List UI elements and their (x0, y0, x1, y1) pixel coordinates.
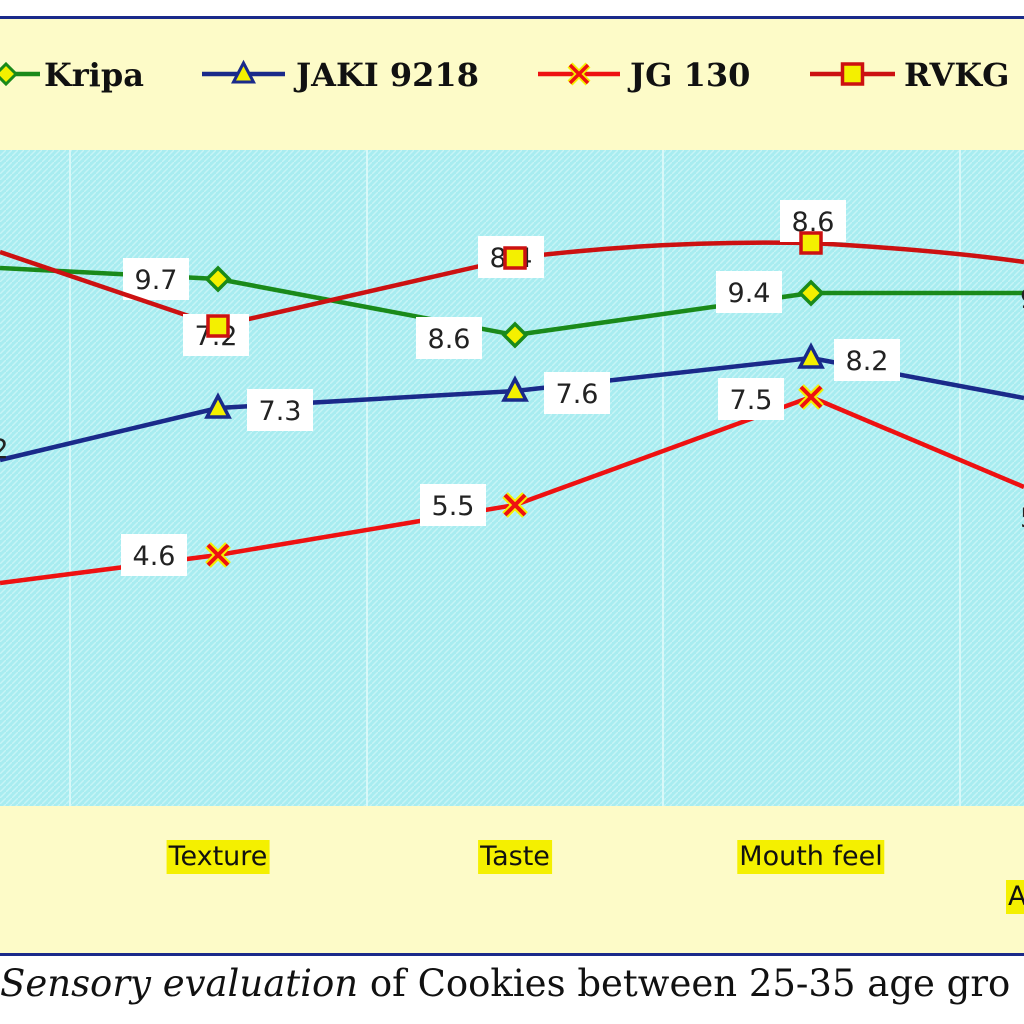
legend-marker (231, 59, 256, 84)
data-label-bg (123, 258, 189, 300)
point-marker (799, 231, 823, 255)
data-label: 8.2 (846, 346, 889, 377)
x-tick-label: Texture (166, 840, 270, 874)
point-marker (204, 392, 232, 419)
legend-item-kripa: Kripa (0, 56, 144, 94)
data-label-cut: 5 (1020, 503, 1024, 534)
series-jg-130: 4.6 5.5 7.5 (0, 378, 1024, 586)
x-tick-label: Mouth feel (737, 840, 885, 874)
point-marker (501, 321, 529, 349)
data-label-bg (718, 378, 784, 420)
point-marker (206, 543, 230, 567)
caption-rest: of Cookies between 25-35 age gro (358, 962, 1011, 1005)
legend-item-jaki-9218: JAKI 9218 (202, 56, 479, 94)
series-kripa: 9.7 8.6 9.4 (0, 258, 1024, 359)
caption-italic: Sensory evaluation (0, 962, 359, 1005)
legend-item-rvkg: RVKG (810, 56, 1009, 94)
legend-label: Kripa (44, 56, 144, 94)
point-marker (799, 385, 823, 409)
point-marker (204, 265, 232, 293)
data-label-bg (247, 389, 313, 431)
data-label-bg (121, 534, 187, 576)
data-label-cut: 2 (0, 434, 9, 465)
data-label: 4.6 (133, 541, 176, 572)
legend-label: RVKG (904, 56, 1009, 94)
data-label-bg (416, 317, 482, 359)
x-tick-label: A (1006, 880, 1024, 914)
point-marker (797, 279, 825, 307)
series-line (0, 240, 1024, 329)
legend-marker (0, 61, 19, 87)
legend-item-jg-130: JG 130 (538, 56, 750, 94)
chart-caption: Sensory evaluation of Cookies between 25… (0, 962, 1024, 1005)
data-label-cut: 9 (1020, 284, 1024, 315)
data-label-bg (716, 271, 782, 313)
legend-marker (840, 62, 865, 86)
data-label: 7.5 (730, 385, 773, 416)
legend-label: JG 130 (627, 56, 750, 94)
point-marker (501, 375, 529, 402)
legend-label: JAKI 9218 (293, 56, 479, 94)
data-label: 9.4 (728, 278, 771, 309)
series-rvkg: 7.28.48.6 (0, 200, 1024, 356)
data-label: 7.6 (556, 379, 599, 410)
data-label-bg (834, 339, 900, 381)
point-marker (503, 493, 527, 517)
data-label: 9.7 (135, 265, 178, 296)
data-label: 5.5 (432, 491, 475, 522)
series-jaki-9218: 7.3 7.6 8.2 (0, 339, 1024, 463)
point-marker (503, 246, 527, 270)
point-marker (206, 314, 230, 338)
data-label-bg (420, 484, 486, 526)
x-tick-label: Taste (478, 840, 552, 874)
data-label-bg (544, 372, 610, 414)
data-label: 8.6 (428, 324, 471, 355)
point-marker (797, 342, 825, 369)
legend-marker (568, 63, 590, 85)
data-label: 7.3 (259, 396, 302, 427)
